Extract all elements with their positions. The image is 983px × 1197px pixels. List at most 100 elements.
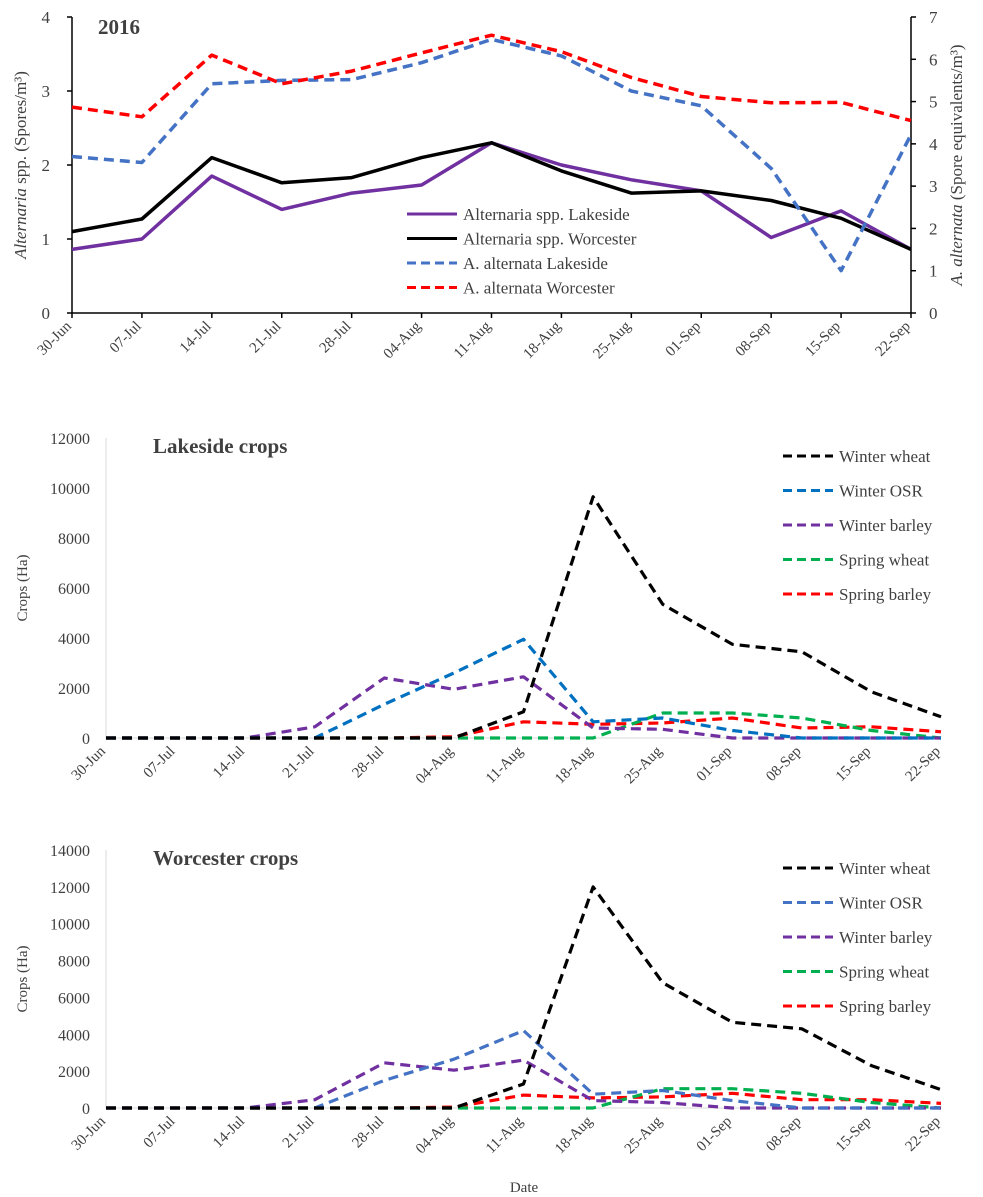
- right-y-axis-label-italic: A. alternata: [947, 204, 966, 286]
- x-tick-label: 11-Aug: [483, 743, 527, 787]
- x-tick-label: 14-Jul: [210, 744, 248, 782]
- chart-title: Worcester crops: [153, 846, 298, 870]
- legend-label-winter-osr: Winter OSR: [839, 482, 923, 501]
- x-ticks: 30-Jun 07-Jul 14-Jul 21-Jul 28-Jul 04-Aug 11-A…: [35, 313, 914, 362]
- series-line-spring-barley: [106, 716, 942, 740]
- series-lines: [71, 33, 913, 273]
- x-tick-label: 04-Aug: [413, 743, 457, 787]
- x-tick-label: 28-Jul: [317, 319, 355, 357]
- x-tick-label: 15-Sep: [833, 744, 874, 785]
- x-tick-label: 04-Aug: [413, 1113, 457, 1157]
- chart-title: 2016: [98, 15, 140, 39]
- x-tick-label: 28-Jul: [349, 1114, 387, 1152]
- x-tick-label: 07-Jul: [141, 1114, 179, 1152]
- x-tick-label: 21-Jul: [280, 744, 318, 782]
- right-y-ticks: 0 1 2 3 4 5 6 7: [911, 8, 938, 323]
- x-tick-label: 22-Sep: [902, 1114, 943, 1155]
- series-line-spring-wheat: [106, 711, 942, 740]
- legend-label-alternaria-spp-worcester: Alternaria spp. Worcester: [463, 230, 637, 249]
- x-tick-label: 01-Sep: [694, 1114, 735, 1155]
- x-tick-label: 22-Sep: [872, 319, 913, 360]
- right-y-tick-label: 2: [929, 219, 938, 238]
- right-y-tick-label: 5: [929, 93, 938, 112]
- left-y-tick-label: 4: [42, 8, 51, 27]
- y-tick-label: 6000: [58, 581, 90, 598]
- right-y-tick-label: 6: [929, 50, 938, 69]
- y-tick-label: 4000: [58, 1027, 90, 1044]
- x-tick-label: 01-Sep: [663, 319, 704, 360]
- x-axis-label: Date: [510, 1180, 539, 1196]
- legend-label-spring-wheat: Spring wheat: [839, 551, 929, 570]
- legend-label-winter-osr: Winter OSR: [839, 894, 923, 913]
- series-line-winter-wheat: [106, 495, 942, 740]
- legend-label-alternaria-spp-lakeside: Alternaria spp. Lakeside: [463, 205, 630, 224]
- right-y-tick-label: 7: [929, 8, 938, 27]
- legend-label-spring-barley: Spring barley: [839, 585, 932, 604]
- y-ticks: 0 2000 4000 6000 8000 10000 12000: [50, 431, 90, 748]
- legend-label-a-alternata-worcester: A. alternata Worcester: [463, 279, 615, 298]
- y-tick-label: 14000: [50, 843, 90, 860]
- y-tick-label: 10000: [50, 917, 90, 934]
- series-lines: [106, 495, 942, 740]
- x-tick-label: 22-Sep: [902, 744, 943, 785]
- right-y-axis-label-rest: (Spore equivalents/m³): [947, 44, 966, 204]
- right-y-axis-label: A. alternata (Spore equivalents/m³): [947, 44, 966, 286]
- legend: Alternaria spp. Lakeside Alternaria spp. …: [407, 205, 637, 298]
- y-tick-label: 8000: [58, 954, 90, 971]
- x-ticks: 30-Jun 07-Jul 14-Jul 21-Jul 28-Jul 04-Aug 11-A…: [69, 1113, 944, 1157]
- legend-label-a-alternata-lakeside: A. alternata Lakeside: [463, 254, 608, 273]
- legend-label-winter-wheat: Winter wheat: [839, 447, 931, 466]
- x-tick-label: 25-Aug: [622, 1113, 666, 1157]
- x-tick-label: 07-Jul: [107, 319, 145, 357]
- x-tick-label: 30-Jun: [35, 318, 76, 359]
- x-tick-label: 30-Jun: [69, 743, 110, 784]
- legend: Winter wheat Winter OSR Winter barley Sprin…: [783, 859, 933, 1016]
- series-line-winter-barley: [106, 675, 941, 740]
- series-line-a-alternata-lakeside: [71, 37, 913, 273]
- x-tick-label: 11-Aug: [483, 1113, 527, 1157]
- y-tick-label: 0: [82, 1101, 90, 1118]
- x-tick-label: 08-Sep: [763, 744, 804, 785]
- x-tick-label: 30-Jun: [69, 1113, 110, 1154]
- x-tick-label: 14-Jul: [177, 319, 215, 357]
- panel-2016-spores: 0 1 2 3 4 0 1 2 3 4 5 6 7 30-Jun 07-Jul 14-Jul 21-Jul 2…: [11, 8, 966, 362]
- x-tick-label: 18-Aug: [552, 1113, 596, 1157]
- series-line-winter-wheat: [106, 885, 942, 1110]
- y-axis-label: Crops (Ha): [15, 945, 31, 1012]
- y-tick-label: 8000: [58, 531, 90, 548]
- legend-label-spring-wheat: Spring wheat: [839, 963, 929, 982]
- x-tick-label: 18-Aug: [521, 318, 565, 362]
- series-line-winter-osr: [106, 637, 941, 740]
- y-tick-label: 4000: [58, 631, 90, 648]
- x-tick-label: 28-Jul: [349, 744, 387, 782]
- left-y-tick-label: 2: [42, 156, 51, 175]
- x-tick-label: 25-Aug: [622, 743, 666, 787]
- x-tick-label: 04-Aug: [381, 318, 425, 362]
- panel-lakeside-crops: 0 2000 4000 6000 8000 10000 12000 30-Jun 07-Jul…: [15, 431, 944, 787]
- x-tick-label: 11-Aug: [451, 318, 495, 362]
- y-tick-label: 2000: [58, 1064, 90, 1081]
- x-tick-label: 01-Sep: [694, 744, 735, 785]
- y-tick-label: 2000: [58, 681, 90, 698]
- chart-title: Lakeside crops: [153, 434, 287, 458]
- y-tick-label: 0: [82, 731, 90, 748]
- x-ticks: 30-Jun 07-Jul 14-Jul 21-Jul 28-Jul 04-Aug 11-A…: [69, 743, 944, 787]
- x-tick-label: 18-Aug: [552, 743, 596, 787]
- left-y-tick-label: 1: [42, 230, 51, 249]
- legend-label-winter-barley: Winter barley: [839, 928, 933, 947]
- right-y-tick-label: 4: [929, 135, 938, 154]
- x-tick-label: 07-Jul: [141, 744, 179, 782]
- x-tick-label: 08-Sep: [733, 319, 774, 360]
- x-tick-label: 25-Aug: [590, 318, 634, 362]
- left-y-tick-label: 0: [42, 304, 51, 323]
- series-line-spring-wheat: [106, 1087, 942, 1110]
- left-y-axis-label-rest: spp. (Spores/m³): [11, 71, 30, 188]
- series-lines: [106, 885, 942, 1110]
- y-tick-label: 12000: [50, 431, 90, 448]
- x-tick-label: 15-Sep: [803, 319, 844, 360]
- x-tick-label: 21-Jul: [247, 319, 285, 357]
- x-tick-label: 15-Sep: [833, 1114, 874, 1155]
- x-tick-label: 14-Jul: [210, 1114, 248, 1152]
